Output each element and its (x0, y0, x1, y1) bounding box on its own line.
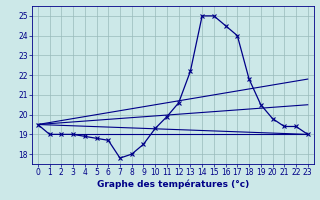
X-axis label: Graphe des températures (°c): Graphe des températures (°c) (97, 180, 249, 189)
